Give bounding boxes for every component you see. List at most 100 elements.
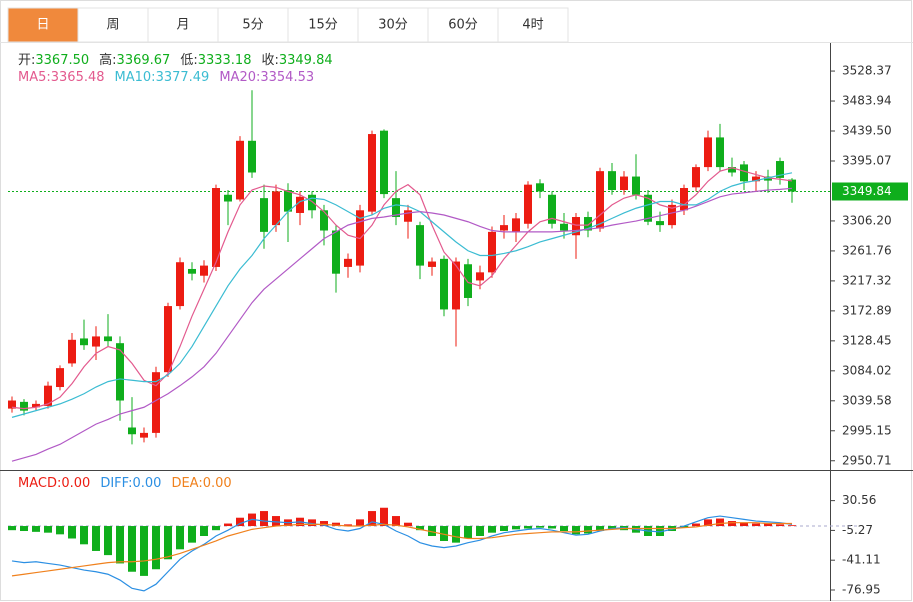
macd-bar — [152, 526, 160, 570]
macd-bar — [272, 516, 280, 527]
legend-name: MA5: — [18, 70, 51, 85]
last-price-label: 3349.84 — [842, 184, 892, 198]
legend-name: MA20: — [219, 70, 260, 85]
y-tick-label: 3128.45 — [842, 333, 892, 347]
candle-body — [224, 194, 232, 202]
legend: 开:3367.50 高:3369.67 低:3333.18 收:3349.84 — [18, 52, 333, 68]
candle-body — [164, 306, 172, 373]
tab[interactable] — [287, 7, 359, 43]
y-tick-label: 3395.07 — [842, 153, 892, 167]
macd-bar — [260, 511, 268, 527]
candle-body — [524, 184, 532, 224]
diff-line — [11, 515, 793, 592]
candle-body — [344, 258, 352, 267]
candle-body — [536, 183, 544, 192]
macd-bar — [464, 526, 472, 539]
macd-bar — [32, 526, 40, 532]
macd-bar — [128, 526, 136, 572]
macd-bar — [308, 519, 316, 527]
tab-label: 15分 — [308, 18, 338, 33]
macd-bar — [764, 523, 772, 527]
macd-bar — [356, 519, 364, 527]
macd-bar — [176, 526, 184, 550]
legend-value: 3365.48 — [51, 70, 105, 85]
macd-bar — [572, 526, 580, 535]
legend-name: 收: — [261, 53, 278, 68]
candle-body — [308, 194, 316, 211]
candle-body — [632, 176, 640, 195]
candle-body — [512, 218, 520, 232]
y-tick-label: 3261.76 — [842, 243, 892, 257]
macd-bar — [512, 526, 520, 530]
macd-bar — [116, 526, 124, 564]
candle-body — [248, 140, 256, 173]
candle-body — [200, 265, 208, 276]
legend-name: 高: — [99, 52, 116, 68]
macd-bar — [608, 526, 616, 529]
candle-body — [704, 137, 712, 168]
macd-bar — [104, 526, 112, 556]
candle-body — [620, 176, 628, 191]
candle-body — [92, 336, 100, 347]
macd-bar — [536, 526, 544, 528]
tab-label: 30分 — [378, 18, 408, 33]
macd-y-tick-label: 30.56 — [842, 493, 876, 507]
candle-body — [140, 432, 148, 438]
candle-body — [416, 225, 424, 266]
candle-body — [32, 403, 40, 408]
macd-bar — [200, 526, 208, 536]
candle-body — [656, 221, 664, 226]
macd-bar — [344, 524, 352, 527]
candle-body — [752, 176, 760, 182]
macd-y-tick-label: -41.11 — [842, 553, 881, 567]
macd-bar — [224, 523, 232, 527]
legend-name: MACD: — [18, 476, 61, 491]
candle-body — [188, 268, 196, 274]
legend-value: 0.00 — [132, 476, 161, 491]
macd-bar — [92, 526, 100, 551]
macd-bar — [716, 518, 724, 527]
candle-body — [176, 262, 184, 307]
legend-value: 3369.67 — [117, 53, 171, 68]
legend-value: 3349.84 — [279, 53, 333, 68]
candle-body — [596, 171, 604, 229]
candle-body — [296, 196, 304, 213]
macd-bar — [380, 507, 388, 527]
macd-bar — [584, 526, 592, 534]
candle-body — [452, 261, 460, 310]
macd-bar — [68, 526, 76, 539]
macd-bar — [692, 523, 700, 527]
ma-line — [11, 172, 793, 418]
macd-bar — [140, 526, 148, 576]
candle-body — [488, 231, 496, 273]
macd-y-tick-label: -5.27 — [842, 523, 873, 537]
legend-value: 0.00 — [203, 476, 232, 491]
candle-body — [440, 258, 448, 310]
macd-bar — [332, 522, 340, 527]
candle-body — [56, 368, 64, 388]
candle-body — [80, 338, 88, 346]
candle-body — [272, 191, 280, 226]
macd-bar — [80, 526, 88, 545]
candle-body — [116, 343, 124, 401]
legend-value: 3367.50 — [35, 53, 89, 68]
macd-y-tick-label: -76.95 — [842, 582, 881, 596]
macd-bar — [680, 526, 688, 528]
candle-body — [716, 137, 724, 168]
candle-body — [692, 167, 700, 188]
macd-bar — [740, 522, 748, 527]
candle-body — [104, 336, 112, 342]
candle-body — [392, 198, 400, 218]
tab[interactable] — [7, 7, 79, 43]
legend-value: 3377.49 — [156, 70, 210, 85]
candle-body — [380, 130, 388, 195]
macd-bar — [212, 526, 220, 531]
candle-body — [548, 194, 556, 224]
tab[interactable] — [427, 7, 499, 43]
y-tick-label: 3084.02 — [842, 363, 892, 377]
candle-body — [236, 140, 244, 200]
legend-name: 开: — [18, 53, 35, 68]
macd-bar — [476, 526, 484, 536]
macd-bar — [236, 517, 244, 527]
